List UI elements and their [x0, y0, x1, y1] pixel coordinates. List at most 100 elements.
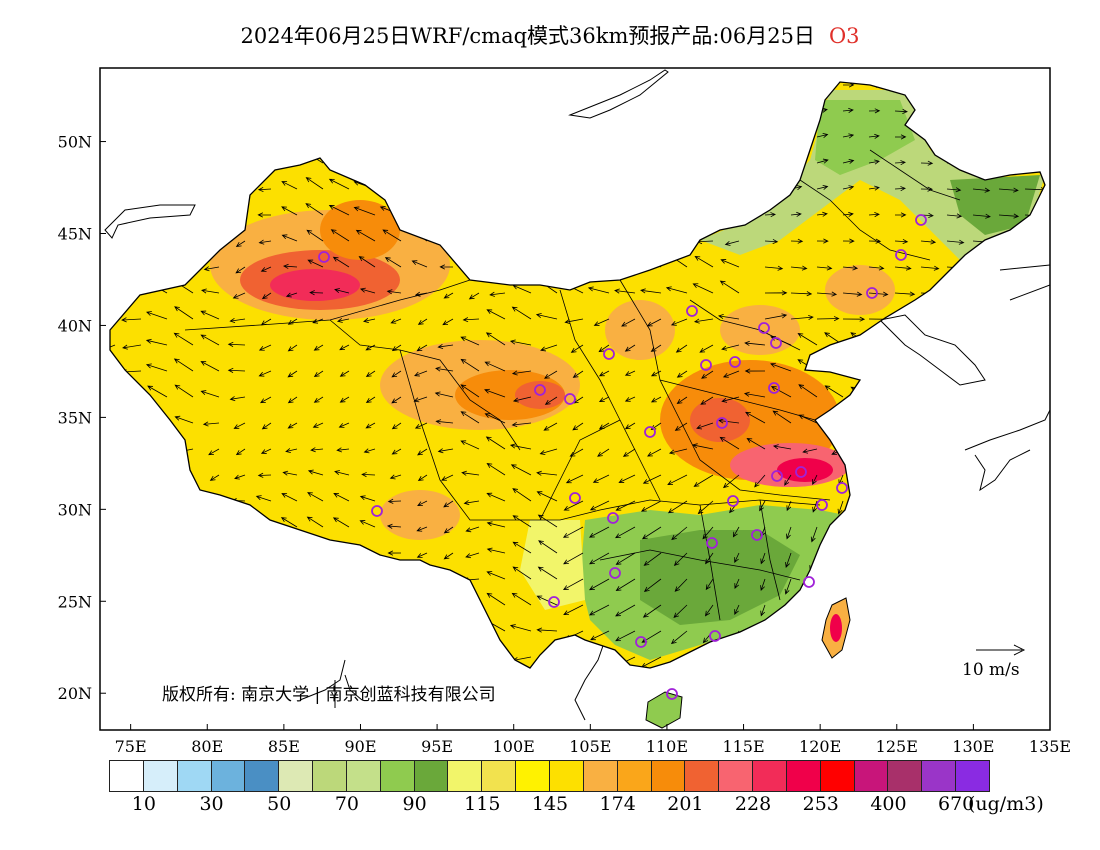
wind-arrow-icon: [764, 290, 788, 296]
wind-arrow-icon: [232, 292, 246, 299]
wind-arrow-icon: [146, 311, 168, 320]
wind-arrow-icon: [443, 526, 454, 534]
wind-arrow-icon: [365, 396, 376, 404]
wind-arrow-icon: [200, 390, 220, 398]
wind-arrow-icon: [535, 312, 558, 320]
wind-arrow-icon: [920, 186, 934, 192]
wind-arrow-icon: [972, 187, 991, 193]
wind-arrow-icon: [511, 422, 532, 428]
wind-arrow-icon: [536, 595, 558, 606]
wind-arrow-icon: [842, 82, 855, 88]
wind-arrow-icon: [719, 436, 740, 450]
wind-arrow-icon: [307, 492, 324, 502]
wind-arrow-icon: [358, 256, 376, 268]
wind-reference-label: 10 m/s: [962, 660, 1020, 680]
circle-marker-icon: [686, 305, 698, 317]
wind-arrow-icon: [208, 448, 220, 456]
wind-arrow-icon: [842, 107, 854, 113]
wind-arrow-icon: [720, 259, 740, 268]
circle-marker-icon: [751, 529, 763, 541]
wind-arrow-icon: [693, 318, 714, 324]
legend-label: 253: [802, 793, 839, 815]
circle-marker-icon: [706, 537, 718, 549]
wind-arrow-icon: [868, 185, 880, 191]
wind-arrow-icon: [536, 470, 558, 476]
wind-arrow-icon: [894, 108, 908, 114]
circle-marker-icon: [548, 596, 560, 608]
wind-arrow-icon: [764, 212, 776, 218]
wind-arrow-icon: [946, 239, 965, 245]
wind-arrow-icon: [702, 526, 714, 540]
circle-marker-icon: [716, 417, 728, 429]
wind-arrow-icon: [384, 257, 402, 268]
wind-arrow-icon: [588, 526, 610, 538]
wind-arrow-icon: [770, 386, 792, 398]
wind-arrow-icon: [257, 212, 272, 218]
wind-arrow-icon: [287, 422, 298, 429]
wind-arrow-icon: [260, 448, 272, 454]
wind-arrow-icon: [382, 229, 402, 242]
legend-swatch: [548, 760, 584, 792]
wind-arrow-icon: [650, 344, 662, 352]
lat-label: 40N: [58, 316, 92, 335]
wind-arrow-icon: [486, 571, 506, 580]
wind-arrow-icon: [443, 292, 454, 299]
wind-arrow-icon: [233, 422, 246, 429]
wind-arrow-icon: [920, 239, 937, 245]
circle-marker-icon: [603, 348, 615, 360]
wind-arrow-icon: [110, 344, 116, 352]
wind-arrow-icon: [258, 344, 272, 351]
circle-marker-icon: [700, 359, 712, 371]
wind-arrow-icon: [587, 286, 610, 294]
wind-arrow-icon: [564, 318, 584, 325]
wind-arrow-icon: [414, 422, 428, 429]
wind-arrow-icon: [333, 492, 350, 502]
circle-marker-icon: [569, 492, 581, 504]
wind-arrow-icon: [643, 578, 662, 592]
wind-arrow-icon: [562, 526, 584, 538]
wind-arrow-icon: [145, 363, 168, 372]
circle-marker-icon: [727, 495, 739, 507]
wind-arrow-icon: [598, 344, 610, 353]
wind-arrow-icon: [484, 361, 506, 372]
wind-arrow-icon: [618, 474, 636, 483]
wind-arrow-icon: [615, 526, 636, 539]
legend-swatch: [955, 760, 990, 792]
wind-arrow-icon: [589, 552, 610, 565]
wind-arrow-icon: [598, 396, 610, 402]
wind-arrow-icon: [842, 185, 855, 191]
wind-arrow-icon: [760, 578, 766, 592]
country-boundary: [109, 81, 1046, 669]
wind-arrow-icon: [416, 526, 428, 532]
legend-label: 30: [199, 793, 224, 815]
legend-label: 400: [870, 793, 907, 815]
wind-arrow-icon: [668, 448, 688, 455]
wind-arrow-icon: [537, 566, 558, 580]
wind-arrow-icon: [310, 447, 324, 453]
wind-arrow-icon: [463, 500, 480, 506]
wind-arrow-icon: [511, 306, 532, 320]
circle-marker-icon: [371, 505, 383, 517]
wind-arrow-icon: [824, 385, 844, 398]
wind-arrow-icon: [972, 213, 991, 219]
wind-arrow-icon: [411, 260, 428, 268]
wind-arrow-icon: [598, 422, 610, 430]
wind-arrow-icon: [784, 474, 792, 486]
wind-arrow-icon: [570, 344, 584, 353]
wind-arrow-icon: [744, 340, 766, 346]
wind-arrow-icon: [359, 495, 376, 502]
wind-arrow-icon: [281, 234, 298, 242]
wind-arrow-icon: [145, 338, 168, 346]
wind-arrow-icon: [389, 474, 402, 480]
lon-label: 85E: [268, 737, 300, 756]
wind-arrow-icon: [565, 474, 584, 484]
wind-arrow-icon: [699, 344, 714, 353]
wind-arrow-icon: [439, 264, 454, 270]
circle-marker-icon: [534, 384, 546, 396]
wind-arrow-icon: [174, 306, 194, 320]
wind-arrow-icon: [229, 396, 246, 402]
circle-marker-icon: [771, 470, 783, 482]
legend-swatch: [752, 760, 787, 792]
wind-arrow-icon: [234, 474, 246, 480]
wind-arrow-icon: [443, 552, 454, 560]
